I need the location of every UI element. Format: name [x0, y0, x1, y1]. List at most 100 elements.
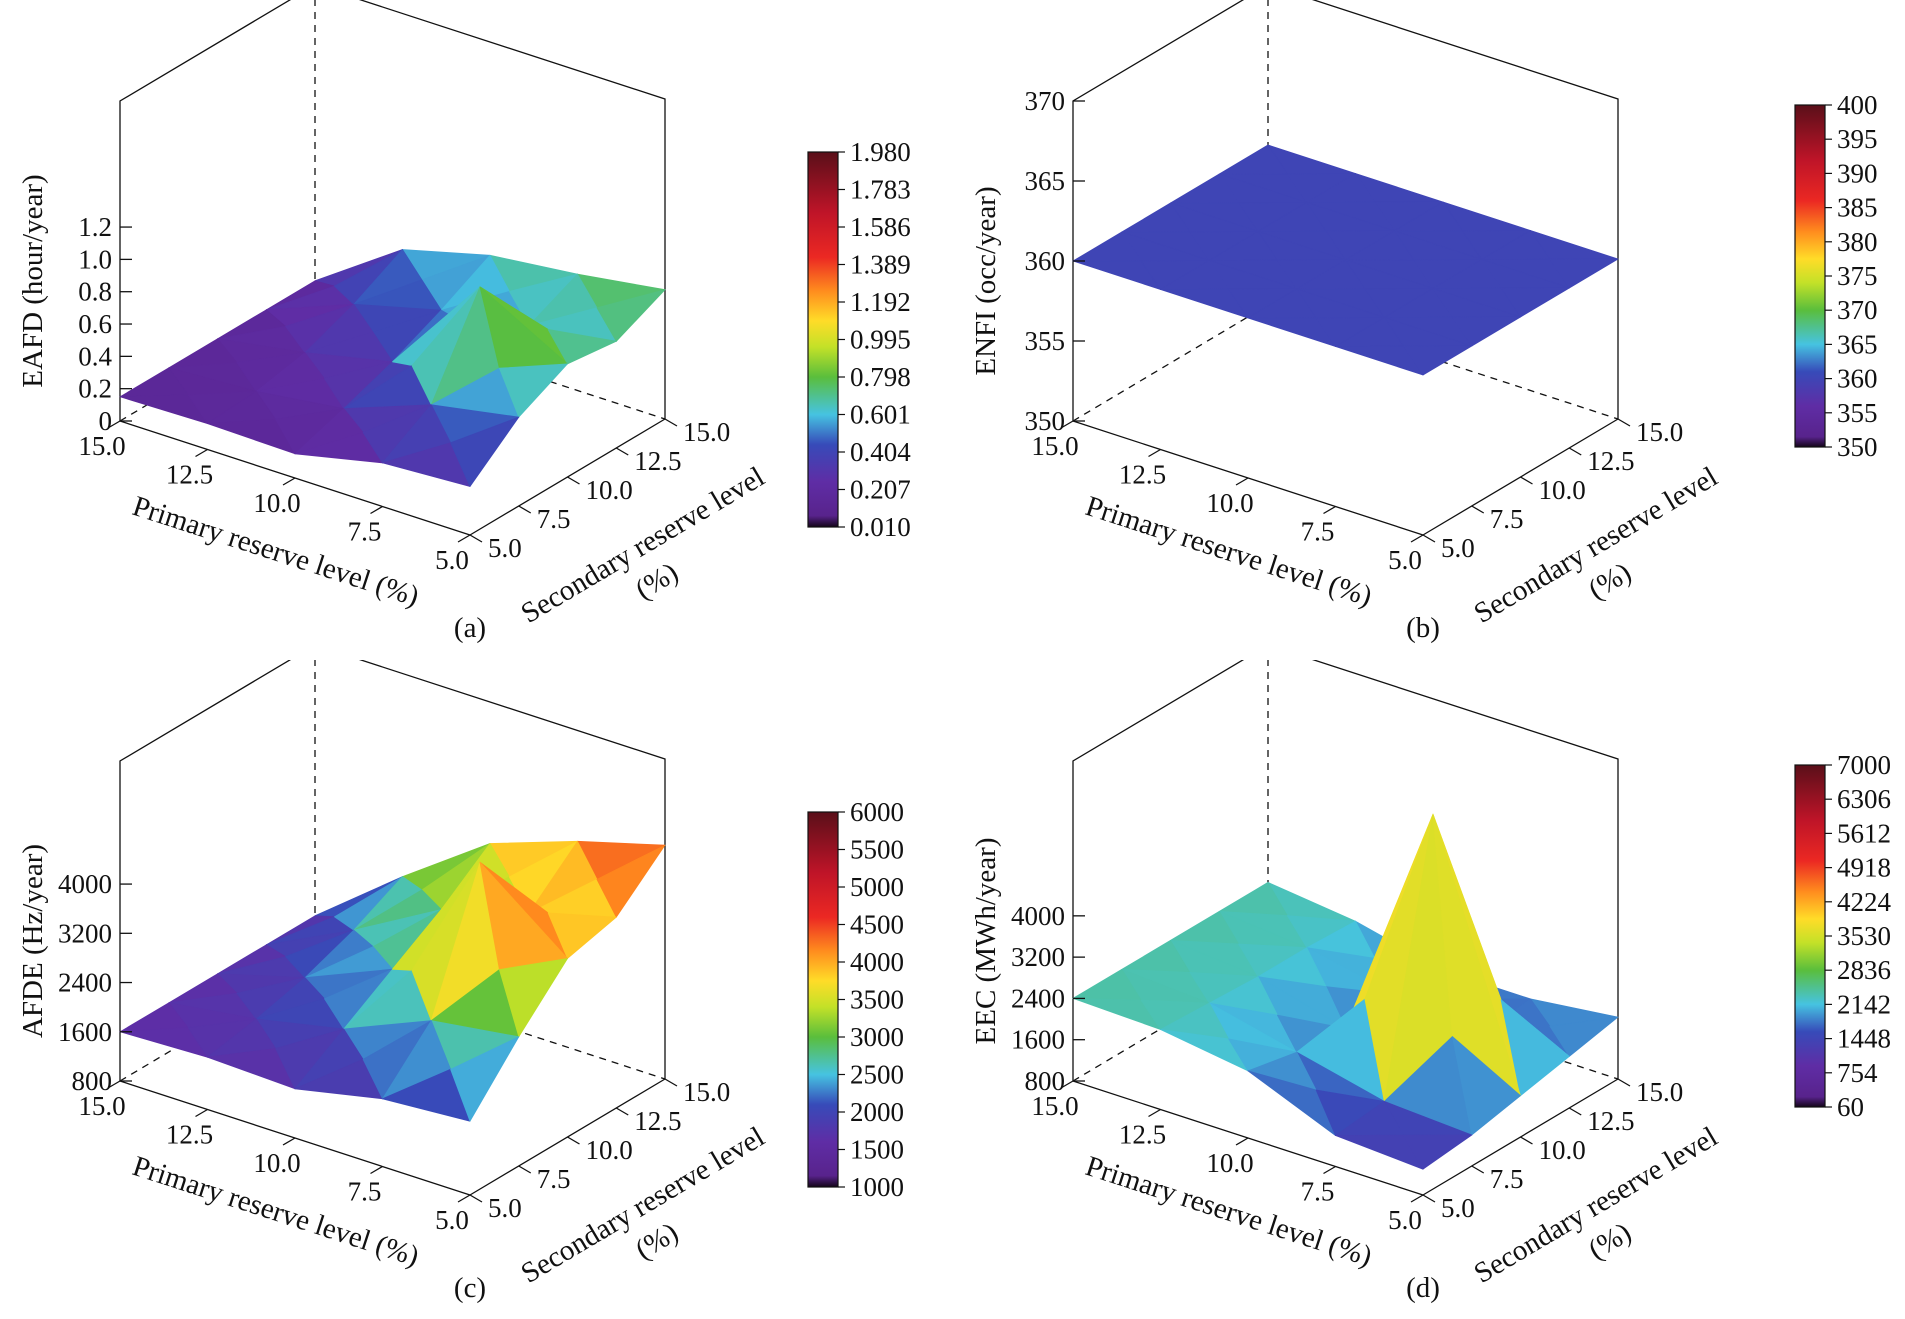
secondary-ticks: 15.012.510.0 7.5 5.0	[1422, 1077, 1683, 1223]
chart-panel-d: 15.0 12.5 10.0 7.5 5.0 15.0 12.5 10.0 7.5 5.0 800 1…	[953, 660, 1905, 1319]
colorbar-tick-label: 7000	[1837, 750, 1891, 780]
secondary-tick-mark	[1471, 1165, 1485, 1174]
colorbar-tick-label: 5612	[1837, 818, 1891, 848]
z-tick-label: 800	[1025, 1066, 1066, 1096]
colorbar-tick-label: 5500	[850, 835, 904, 865]
secondary-tick-mark	[518, 505, 532, 514]
colorbar-tick-label: 400	[1837, 90, 1878, 120]
surface-facet	[547, 329, 617, 365]
primary-tick-label: 7.5	[1301, 517, 1335, 547]
colorbar-tick-label: 360	[1837, 364, 1878, 394]
z-tick-label: 1.0	[78, 244, 112, 274]
primary-tick-mark	[1323, 505, 1336, 515]
secondary-tick-mark	[1617, 418, 1631, 427]
colorbar-tick-label: 0.010	[850, 512, 911, 542]
secondary-axis-label: Secondary reserve level	[516, 1121, 771, 1290]
secondary-tick-label: 12.5	[634, 446, 681, 476]
z-tick-label: 350	[1025, 406, 1066, 436]
colorbar-tick-label: 395	[1837, 124, 1878, 154]
primary-tick-label: 15.0	[78, 431, 125, 461]
z-tick-label: 355	[1025, 326, 1066, 356]
primary-tick-label: 5.0	[1388, 545, 1422, 575]
surface	[1072, 144, 1619, 376]
chart-svg: 15.012.510.07.55.015.012.510.07.55.000.2…	[17, 0, 911, 644]
secondary-tick-label: 5.0	[488, 533, 522, 563]
colorbar-tick-label: 3530	[1837, 921, 1891, 951]
colorbar-tick-label: 4918	[1837, 853, 1891, 883]
primary-ticks: 15.0 12.5 10.0 7.5 5.0	[1031, 1080, 1424, 1235]
primary-tick-mark	[1148, 1108, 1161, 1118]
surface-facet	[1500, 999, 1570, 1097]
secondary-tick-label: 5.0	[1441, 533, 1475, 563]
secondary-tick-label: 10.0	[1539, 475, 1586, 505]
chart-svg: 15.012.510.07.55.015.012.510.07.55.03503…	[970, 0, 1878, 644]
z-tick-label: 0.4	[78, 341, 112, 371]
primary-tick-mark	[282, 477, 296, 486]
secondary-tick-label: 7.5	[537, 504, 571, 534]
colorbar-tick-label: 390	[1837, 158, 1878, 188]
colorbar-tick-label: 6000	[850, 797, 904, 827]
z-tick-label: 3200	[1011, 942, 1065, 972]
colorbar-tick-label: 0.601	[850, 400, 911, 430]
chart-svg: 15.012.510.07.55.015.012.510.07.55.08001…	[970, 660, 1892, 1304]
primary-ticks: 15.0 12.5 10.0 7.5 5.0	[1031, 420, 1424, 575]
colorbar-tick-label: 370	[1837, 295, 1878, 325]
colorbar-tick-label: 2000	[850, 1097, 904, 1127]
primary-tick-label: 12.5	[1119, 1120, 1166, 1150]
primary-tick-label: 10.0	[1206, 488, 1253, 518]
secondary-tick-label: 10.0	[1539, 1135, 1586, 1165]
secondary-tick-mark	[615, 1107, 629, 1116]
colorbar-tick-label: 3500	[850, 985, 904, 1015]
colorbar-tick-label: 380	[1837, 227, 1878, 257]
z-ticks: 800 1600 2400 3200 4000	[1011, 901, 1085, 1096]
z-tick-label: 370	[1025, 86, 1066, 116]
primary-tick-label: 5.0	[435, 1205, 469, 1235]
primary-tick-label: 12.5	[1119, 460, 1166, 490]
primary-tick-mark	[457, 1194, 471, 1203]
secondary-tick-mark	[567, 1136, 580, 1145]
secondary-tick-label: 15.0	[1636, 417, 1683, 447]
secondary-axis-label: Secondary reserve level	[516, 461, 771, 630]
secondary-tick-label: 15.0	[683, 417, 730, 447]
colorbar-tick-label: 1000	[850, 1172, 904, 1202]
colorbar-tick-label: 1448	[1837, 1024, 1891, 1054]
panel-caption: (c)	[454, 1272, 486, 1304]
box-frame	[119, 660, 666, 1081]
surface-facet	[1451, 316, 1521, 347]
secondary-tick-mark	[1471, 505, 1485, 514]
secondary-tick-mark	[518, 1165, 532, 1174]
colorbar-gradient	[1794, 764, 1826, 1108]
z-tick-label: 360	[1025, 246, 1066, 276]
secondary-tick-mark	[664, 1078, 678, 1087]
secondary-tick-label: 10.0	[586, 1135, 633, 1165]
z-tick-label: 4000	[1011, 901, 1065, 931]
secondary-tick-label: 5.0	[1441, 1193, 1475, 1223]
surface-facet	[1549, 1016, 1619, 1057]
secondary-tick-mark	[469, 534, 483, 543]
primary-ticks: 15.0 12.5 10.0 7.5 5.0	[78, 1080, 471, 1235]
primary-tick-label: 10.0	[253, 488, 300, 518]
surface-facet	[1403, 345, 1473, 376]
primary-tick-label: 5.0	[1388, 1205, 1422, 1235]
colorbar-tick-label: 4224	[1837, 887, 1892, 917]
secondary-tick-label: 10.0	[586, 475, 633, 505]
colorbar-tick-label: 1.389	[850, 250, 911, 280]
colorbar-tick-label: 60	[1837, 1092, 1864, 1122]
colorbar-tick-label: 1500	[850, 1135, 904, 1165]
z-axis-label: ENFI (occ/year)	[970, 186, 1002, 375]
panel-caption: (b)	[1406, 612, 1440, 644]
primary-tick-label: 7.5	[348, 1177, 382, 1207]
z-ticks: 00.20.40.60.81.01.2	[78, 212, 132, 436]
z-tick-label: 2400	[58, 968, 112, 998]
colorbar-gradient	[1794, 104, 1826, 448]
secondary-tick-label: 12.5	[1587, 446, 1634, 476]
primary-tick-label: 15.0	[1031, 1091, 1078, 1121]
colorbar-tick-label: 385	[1837, 193, 1878, 223]
surface-facet	[450, 416, 520, 487]
colorbar-gradient	[807, 151, 839, 528]
primary-tick-label: 15.0	[78, 1091, 125, 1121]
secondary-tick-mark	[1617, 1078, 1631, 1087]
colorbar-tick-label: 4500	[850, 910, 904, 940]
primary-tick-label: 7.5	[1301, 1177, 1335, 1207]
surface-facet	[1451, 1036, 1521, 1136]
